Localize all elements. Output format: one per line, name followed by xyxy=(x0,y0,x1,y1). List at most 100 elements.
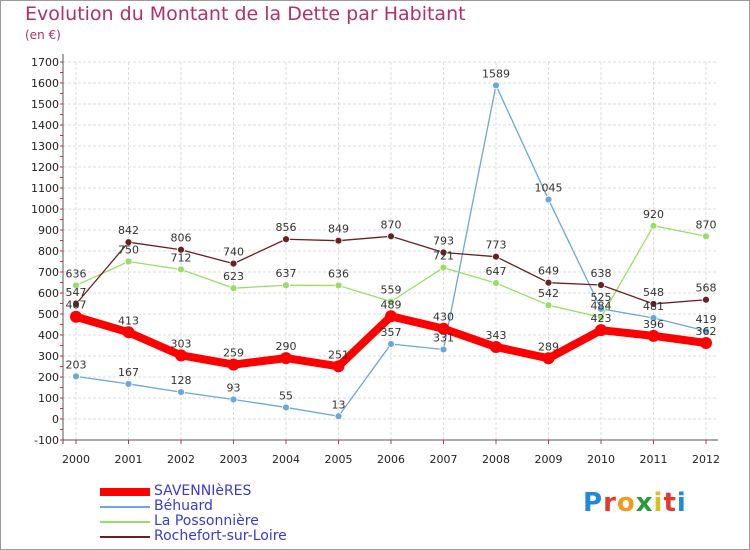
x-tick-label: 2003 xyxy=(220,453,248,466)
data-label: 430 xyxy=(433,311,454,324)
data-label: 93 xyxy=(227,381,241,394)
y-tick-label: 1400 xyxy=(31,119,59,132)
data-point xyxy=(439,345,448,354)
data-label: 259 xyxy=(223,347,244,360)
data-label: 251 xyxy=(328,348,349,361)
data-label: 542 xyxy=(538,287,559,300)
data-point xyxy=(282,235,290,244)
data-point xyxy=(282,403,290,412)
proxiti-logo: Proxiti xyxy=(583,488,687,518)
data-label: 721 xyxy=(433,250,454,263)
data-point xyxy=(492,279,500,288)
legend-label: Rochefort-sur-Loire xyxy=(154,528,287,544)
legend-swatch xyxy=(100,520,150,523)
y-tick-label: 400 xyxy=(38,329,59,342)
data-label: 419 xyxy=(696,313,717,326)
data-label: 856 xyxy=(276,221,297,234)
chart-title: Evolution du Montant de la Dette par Hab… xyxy=(25,3,466,25)
y-tick-label: 100 xyxy=(38,392,59,405)
data-label: 303 xyxy=(171,337,192,350)
data-point xyxy=(70,310,82,323)
data-point xyxy=(229,395,238,404)
y-tick-label: 200 xyxy=(38,371,59,384)
y-tick-label: 900 xyxy=(38,224,59,237)
y-tick-label: 500 xyxy=(38,308,59,321)
data-label: 559 xyxy=(381,284,402,297)
data-label: 712 xyxy=(171,251,192,264)
x-tick-label: 2008 xyxy=(482,453,510,466)
data-point xyxy=(334,281,343,290)
data-point xyxy=(124,257,133,266)
data-label: 55 xyxy=(279,389,293,402)
y-tick-label: 1700 xyxy=(31,56,59,69)
data-label: 793 xyxy=(433,234,454,247)
data-label: 1589 xyxy=(482,67,510,80)
y-tick-label: -100 xyxy=(34,434,59,447)
data-label: 870 xyxy=(381,218,402,231)
data-label: 331 xyxy=(433,331,454,344)
data-point xyxy=(332,360,345,373)
x-tick-label: 2007 xyxy=(430,453,458,466)
data-label: 920 xyxy=(643,208,664,221)
data-point xyxy=(229,284,238,293)
y-tick-label: 1100 xyxy=(31,182,59,195)
x-tick-label: 2002 xyxy=(167,453,195,466)
data-point xyxy=(649,314,658,322)
data-point xyxy=(72,372,80,381)
data-point xyxy=(597,313,605,322)
x-tick-label: 2001 xyxy=(115,453,143,466)
data-label: 647 xyxy=(486,265,507,278)
data-label: 773 xyxy=(486,239,507,252)
y-tick-label: 1300 xyxy=(31,140,59,153)
data-point xyxy=(280,352,292,365)
data-point xyxy=(544,195,553,204)
y-tick-label: 1600 xyxy=(31,77,59,90)
legend-label: Béhuard xyxy=(154,498,213,514)
data-label: 637 xyxy=(276,267,297,280)
legend-swatch xyxy=(100,487,150,496)
data-point xyxy=(227,358,240,371)
y-tick-label: 1500 xyxy=(31,98,59,111)
data-label: 636 xyxy=(66,267,87,280)
data-label: 128 xyxy=(171,374,192,387)
data-point xyxy=(124,380,133,388)
data-label: 568 xyxy=(696,282,717,295)
data-label: 487 xyxy=(66,299,87,312)
data-point xyxy=(702,295,710,304)
data-label: 849 xyxy=(328,223,349,236)
data-point xyxy=(177,265,185,274)
y-tick-label: 600 xyxy=(38,287,59,300)
data-label: 525 xyxy=(591,291,612,304)
legend-label: La Possonnière xyxy=(154,513,259,529)
data-point xyxy=(72,281,80,290)
data-label: 1045 xyxy=(535,182,563,195)
data-label: 290 xyxy=(276,340,297,353)
data-point xyxy=(702,232,710,241)
x-tick-label: 2012 xyxy=(692,453,720,466)
data-label: 649 xyxy=(538,265,559,278)
y-tick-label: 300 xyxy=(38,350,59,363)
data-label: 167 xyxy=(118,366,139,379)
data-label: 636 xyxy=(328,267,349,280)
data-point xyxy=(177,245,185,254)
data-label: 740 xyxy=(223,246,244,259)
data-label: 13 xyxy=(332,398,346,411)
data-label: 870 xyxy=(696,218,717,231)
chart-subtitle: (en €) xyxy=(25,28,61,42)
y-tick-label: 800 xyxy=(38,245,59,258)
legend-swatch xyxy=(100,505,150,508)
data-label: 481 xyxy=(643,300,664,313)
data-point xyxy=(492,252,500,261)
data-point xyxy=(490,340,502,353)
data-point xyxy=(387,232,395,241)
data-label: 413 xyxy=(118,314,139,327)
data-label: 203 xyxy=(66,358,87,371)
data-point xyxy=(282,281,290,290)
data-point xyxy=(700,336,712,349)
data-label: 638 xyxy=(591,267,612,280)
x-tick-label: 2006 xyxy=(377,453,405,466)
data-label: 362 xyxy=(696,325,717,338)
data-label: 750 xyxy=(118,244,139,257)
data-point xyxy=(595,324,607,337)
